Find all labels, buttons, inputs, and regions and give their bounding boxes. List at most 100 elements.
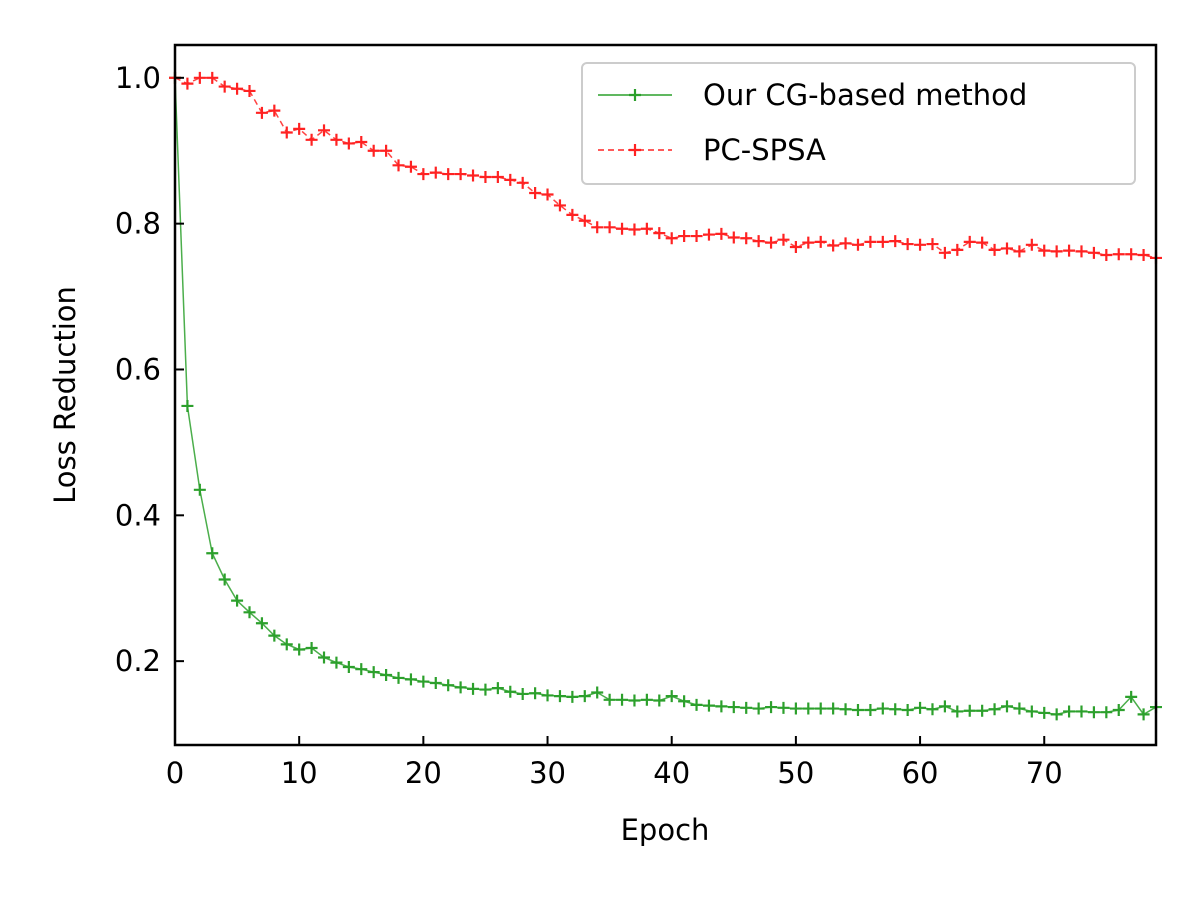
data-point-cg <box>802 702 815 715</box>
data-point-cg <box>367 666 380 679</box>
data-point-cg <box>951 705 964 718</box>
data-point-pc-spsa <box>628 223 641 236</box>
data-point-cg <box>541 689 554 702</box>
data-point-pc-spsa <box>789 240 802 253</box>
data-point-pc-spsa <box>442 168 455 181</box>
data-point-cg <box>293 643 306 656</box>
data-point-cg <box>690 698 703 711</box>
data-point-pc-spsa <box>504 173 517 186</box>
data-point-pc-spsa <box>293 122 306 135</box>
data-point-pc-spsa <box>690 230 703 243</box>
data-point-cg <box>355 663 368 676</box>
data-point-cg <box>529 687 542 700</box>
data-point-pc-spsa <box>864 235 877 248</box>
data-point-cg <box>616 693 629 706</box>
data-point-pc-spsa <box>976 236 989 249</box>
data-point-pc-spsa <box>603 221 616 234</box>
data-point-cg <box>479 683 492 696</box>
data-point-pc-spsa <box>963 235 976 248</box>
data-point-pc-spsa <box>839 237 852 250</box>
data-point-pc-spsa <box>1087 246 1100 259</box>
data-point-cg <box>740 701 753 714</box>
data-point-pc-spsa <box>777 233 790 246</box>
data-point-cg <box>404 673 417 686</box>
plot-frame <box>173 43 1158 747</box>
data-point-pc-spsa <box>380 144 393 157</box>
data-point-cg <box>1075 705 1088 718</box>
data-point-cg <box>504 685 517 698</box>
data-point-cg <box>789 702 802 715</box>
data-point-cg <box>392 671 405 684</box>
data-point-pc-spsa <box>653 227 666 240</box>
data-point-pc-spsa <box>1063 244 1076 257</box>
data-point-pc-spsa <box>255 106 268 119</box>
data-point-cg <box>1038 706 1051 719</box>
data-point-pc-spsa <box>193 71 206 84</box>
y-tick-label: 0.4 <box>115 498 161 532</box>
data-point-pc-spsa <box>665 232 678 245</box>
data-point-cg <box>938 700 951 713</box>
y-tick-label: 0.2 <box>115 644 161 678</box>
x-tick-label: 60 <box>902 756 939 790</box>
data-point-cg <box>914 701 927 714</box>
data-point-cg <box>193 483 206 496</box>
y-tick-label: 0.8 <box>115 207 161 241</box>
x-tick-label: 0 <box>166 756 184 790</box>
data-point-pc-spsa <box>231 82 244 95</box>
legend-label-pc-spsa: PC-SPSA <box>703 133 826 167</box>
data-point-cg <box>678 695 691 708</box>
data-point-cg <box>380 669 393 681</box>
data-point-cg <box>578 690 591 703</box>
legend-label-cg: Our CG-based method <box>703 78 1027 112</box>
data-point-pc-spsa <box>516 176 529 189</box>
data-point-cg <box>864 704 877 716</box>
x-tick-label: 70 <box>1026 756 1063 790</box>
data-point-pc-spsa <box>330 133 343 146</box>
ticks-layer: 0 10 20 30 40 50 60 70 0.2 0.4 0.6 0.8 1.0 <box>115 61 1063 790</box>
data-point-pc-spsa <box>988 243 1001 256</box>
data-point-pc-spsa <box>802 236 815 249</box>
data-point-pc-spsa <box>578 214 591 227</box>
data-point-pc-spsa <box>889 235 902 248</box>
data-point-pc-spsa <box>529 187 542 200</box>
data-point-cg <box>1087 706 1100 719</box>
data-point-pc-spsa <box>342 137 355 150</box>
data-point-pc-spsa <box>1038 244 1051 257</box>
data-point-cg <box>1013 702 1026 715</box>
data-point-cg <box>876 702 889 715</box>
data-point-cg <box>963 704 976 717</box>
data-point-cg <box>1125 690 1138 703</box>
data-point-pc-spsa <box>305 133 318 146</box>
data-point-cg <box>851 704 864 716</box>
data-point-cg <box>442 679 455 692</box>
legend-marker-cg <box>629 89 641 101</box>
series-layer <box>169 71 1162 721</box>
data-point-pc-spsa <box>1025 238 1038 251</box>
data-point-pc-spsa <box>479 170 492 183</box>
data-point-cg <box>591 686 604 699</box>
data-point-pc-spsa <box>1112 248 1125 261</box>
y-tick-label: 0.6 <box>115 352 161 386</box>
data-point-cg <box>553 690 566 703</box>
data-point-pc-spsa <box>1000 242 1013 255</box>
legend-marker-pc-spsa <box>629 144 641 156</box>
x-tick-label: 10 <box>281 756 318 790</box>
data-point-cg <box>1025 705 1038 718</box>
data-point-pc-spsa <box>491 170 504 183</box>
data-point-cg <box>715 700 728 713</box>
data-point-cg <box>814 702 827 715</box>
data-point-pc-spsa <box>591 221 604 234</box>
data-point-pc-spsa <box>404 160 417 173</box>
data-point-cg <box>243 606 256 619</box>
data-point-cg <box>330 656 343 669</box>
data-point-pc-spsa <box>1013 245 1026 258</box>
data-point-cg <box>901 704 914 716</box>
data-point-cg <box>603 693 616 706</box>
data-point-cg <box>653 694 666 707</box>
data-point-cg <box>640 693 653 706</box>
data-point-pc-spsa <box>938 246 951 259</box>
data-point-pc-spsa <box>740 232 753 245</box>
data-point-cg <box>305 642 318 655</box>
data-point-pc-spsa <box>1137 249 1150 261</box>
